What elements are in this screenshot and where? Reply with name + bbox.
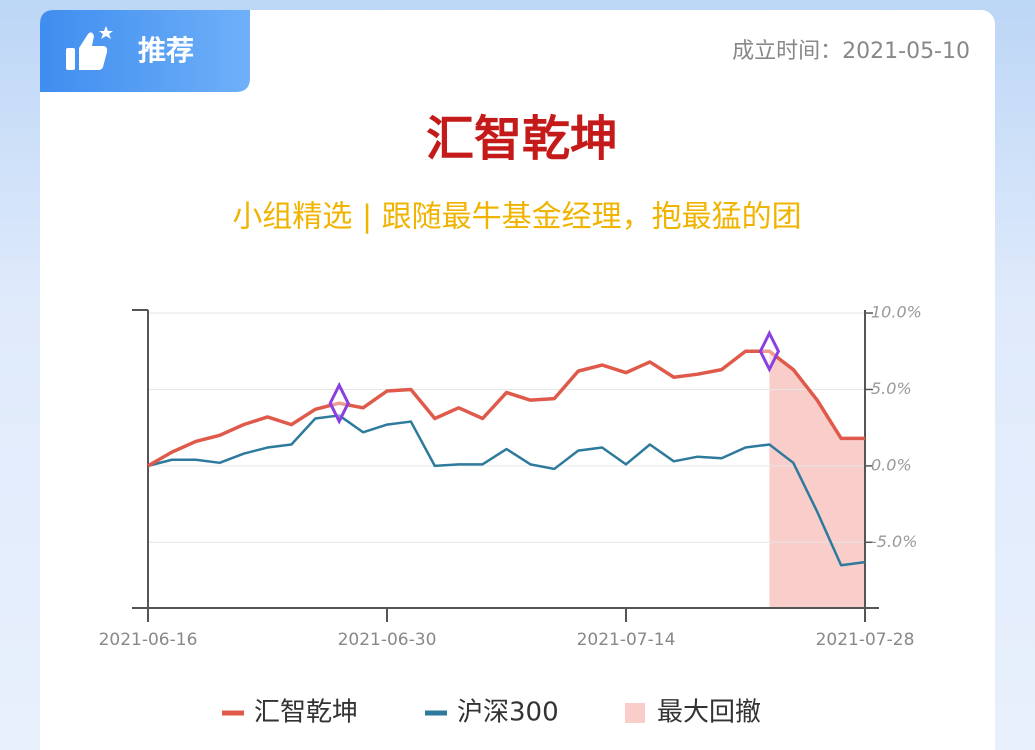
- badge-label: 推荐: [138, 34, 194, 67]
- x-tick-label: 2021-07-14: [577, 630, 676, 650]
- legend-label: 沪深300: [457, 698, 559, 728]
- founded-date: 成立时间：2021-05-10: [732, 39, 970, 64]
- marker-diamond: [328, 381, 350, 425]
- y-tick-label: 5.0%: [871, 379, 912, 398]
- card: [40, 10, 995, 750]
- legend-swatch: [222, 710, 244, 716]
- marker-diamond: [758, 329, 781, 373]
- x-tick-label: 2021-06-30: [338, 630, 437, 650]
- fund-title: 汇智乾坤: [426, 111, 618, 167]
- chart: 10.0% 5.0% 0.0% -5.0% 2021-06-16 2021-06-30 20…: [99, 303, 922, 728]
- x-tick-label: 2021-07-28: [816, 630, 915, 650]
- badge: [40, 10, 250, 92]
- series-line: [147, 414, 866, 567]
- legend-label: 汇智乾坤: [254, 698, 358, 728]
- y-tick-label: -5.0%: [871, 532, 917, 551]
- legend-label: 最大回撤: [657, 698, 761, 728]
- thumb-icon: [66, 26, 113, 70]
- legend-swatch: [425, 710, 447, 716]
- x-tick-label: 2021-06-16: [99, 630, 198, 650]
- legend-swatch: [625, 703, 645, 723]
- y-tick-label: 0.0%: [871, 455, 912, 474]
- y-tick-label: 10.0%: [871, 303, 922, 322]
- series-line: [147, 349, 865, 468]
- subtitle: 小组精选 | 跟随最牛基金经理，抱最猛的团: [232, 200, 801, 235]
- drawdown-area: [769, 351, 865, 608]
